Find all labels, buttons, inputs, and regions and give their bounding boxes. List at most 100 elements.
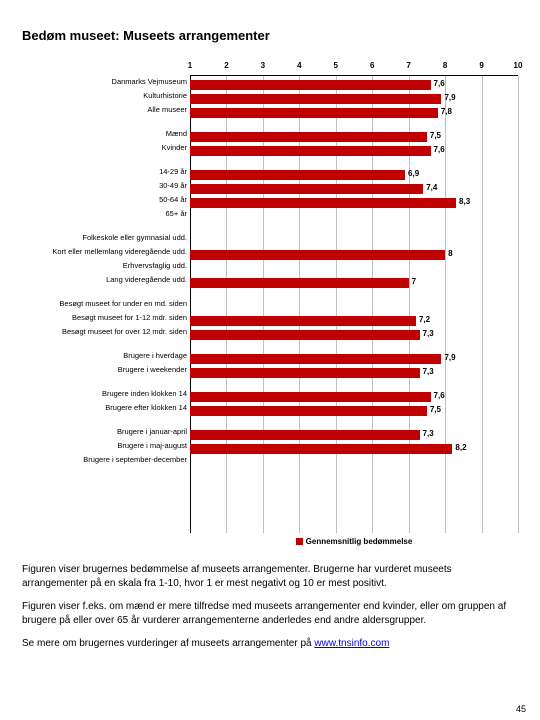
bar-value: 7,8 <box>438 107 452 116</box>
row-label: Kvinder <box>22 144 190 152</box>
axis-tick-label: 9 <box>479 61 483 70</box>
bar-value: 7,9 <box>441 353 455 362</box>
chart-row: Danmarks Vejmuseum7,6 <box>190 78 518 92</box>
legend: Gennemsnitlig bedømmelse <box>190 537 518 551</box>
bar-value: 7,5 <box>427 405 441 414</box>
row-label: 50-64 år <box>22 196 190 204</box>
bar <box>190 80 431 90</box>
row-label: Brugere efter klokken 14 <box>22 404 190 412</box>
chart-row: Brugere efter klokken 147,5 <box>190 404 518 418</box>
chart-row: Besøgt museet for 1-12 mdr. siden7,2 <box>190 314 518 328</box>
axis-tick-label: 6 <box>370 61 374 70</box>
row-label: Lang videregående udd. <box>22 276 190 284</box>
bar-value: 7,5 <box>427 131 441 140</box>
row-label: Brugere inden klokken 14 <box>22 390 190 398</box>
bar-value: 7,3 <box>420 367 434 376</box>
row-label: Mænd <box>22 130 190 138</box>
page-number: 45 <box>516 704 526 714</box>
legend-label: Gennemsnitlig bedømmelse <box>306 537 413 546</box>
row-label: 30-49 år <box>22 182 190 190</box>
chart-container: 12345678910 Danmarks Vejmuseum7,6Kulturh… <box>22 61 518 551</box>
caption-p3-prefix: Se mere om brugernes vurderinger af muse… <box>22 638 314 649</box>
chart-row: 50-64 år8,3 <box>190 196 518 210</box>
bar <box>190 250 445 260</box>
row-label: Brugere i weekender <box>22 366 190 374</box>
row-label: Brugere i hverdage <box>22 352 190 360</box>
bar-value: 8 <box>445 249 452 258</box>
bar <box>190 316 416 326</box>
row-label: Besøgt museet for over 12 mdr. siden <box>22 328 190 336</box>
bar <box>190 444 452 454</box>
bar <box>190 368 420 378</box>
chart-row: Kvinder7,6 <box>190 144 518 158</box>
page-title: Bedøm museet: Museets arrangementer <box>22 28 518 43</box>
axis-tick-label: 2 <box>224 61 228 70</box>
chart-row: Brugere i maj-august8,2 <box>190 442 518 456</box>
bar-value: 8,3 <box>456 197 470 206</box>
axis-tick-label: 8 <box>443 61 447 70</box>
bar-value: 7 <box>409 277 416 286</box>
axis-tick-label: 4 <box>297 61 301 70</box>
bar <box>190 430 420 440</box>
chart-row: 14-29 år6,9 <box>190 168 518 182</box>
bar-value: 7,3 <box>420 429 434 438</box>
bar <box>190 170 405 180</box>
bar <box>190 184 423 194</box>
row-label: Erhvervsfaglig udd. <box>22 262 190 270</box>
chart-row: Brugere i weekender7,3 <box>190 366 518 380</box>
chart-row: Brugere i januar-april7,3 <box>190 428 518 442</box>
bar <box>190 94 441 104</box>
chart-row: Brugere inden klokken 147,6 <box>190 390 518 404</box>
axis-tick-label: 1 <box>188 61 192 70</box>
bar <box>190 330 420 340</box>
row-label: Brugere i januar-april <box>22 428 190 436</box>
bar-value: 7,3 <box>420 329 434 338</box>
chart-row: Besøgt museet for over 12 mdr. siden7,3 <box>190 328 518 342</box>
bar <box>190 198 456 208</box>
plot-area: Danmarks Vejmuseum7,6Kulturhistorie7,9Al… <box>190 75 518 533</box>
row-label: Kort eller mellemlang videregående udd. <box>22 248 190 256</box>
chart-row: 65+ år <box>190 210 518 224</box>
bar-value: 7,2 <box>416 315 430 324</box>
chart-row: Mænd7,5 <box>190 130 518 144</box>
x-axis-labels: 12345678910 <box>190 61 518 75</box>
row-label: Brugere i maj-august <box>22 442 190 450</box>
bar <box>190 354 441 364</box>
row-label: Kulturhistorie <box>22 92 190 100</box>
row-label: Besøgt museet for under en md. siden <box>22 300 190 308</box>
row-label: Alle museer <box>22 106 190 114</box>
axis-tick-label: 10 <box>514 61 523 70</box>
chart-row: Kort eller mellemlang videregående udd.8 <box>190 248 518 262</box>
row-label: 65+ år <box>22 210 190 218</box>
caption-p2: Figuren viser f.eks. om mænd er mere til… <box>22 600 518 627</box>
bar-value: 7,6 <box>431 79 445 88</box>
bar-value: 7,6 <box>431 391 445 400</box>
chart-row: Besøgt museet for under en md. siden <box>190 300 518 314</box>
tnsinfo-link[interactable]: www.tnsinfo.com <box>314 638 389 649</box>
axis-tick-label: 7 <box>406 61 410 70</box>
row-label: Danmarks Vejmuseum <box>22 78 190 86</box>
axis-tick-label: 5 <box>334 61 338 70</box>
bar-value: 7,6 <box>431 145 445 154</box>
axis-tick-label: 3 <box>261 61 265 70</box>
bar-value: 8,2 <box>452 443 466 452</box>
chart-row: Brugere i september-december <box>190 456 518 470</box>
chart-row: Kulturhistorie7,9 <box>190 92 518 106</box>
bar <box>190 108 438 118</box>
row-label: Besøgt museet for 1-12 mdr. siden <box>22 314 190 322</box>
caption-p1: Figuren viser brugernes bedømmelse af mu… <box>22 563 518 590</box>
bar-value: 6,9 <box>405 169 419 178</box>
legend-swatch <box>296 538 303 545</box>
caption-p3: Se mere om brugernes vurderinger af muse… <box>22 637 518 651</box>
row-label: 14-29 år <box>22 168 190 176</box>
chart-row: Erhvervsfaglig udd. <box>190 262 518 276</box>
bar <box>190 132 427 142</box>
bar <box>190 392 431 402</box>
chart-row: Alle museer7,8 <box>190 106 518 120</box>
bar-value: 7,9 <box>441 93 455 102</box>
bar <box>190 406 427 416</box>
chart-row: Folkeskole eller gymnasial udd. <box>190 234 518 248</box>
grid-line <box>518 76 519 533</box>
bar <box>190 146 431 156</box>
chart-row: 30-49 år7,4 <box>190 182 518 196</box>
